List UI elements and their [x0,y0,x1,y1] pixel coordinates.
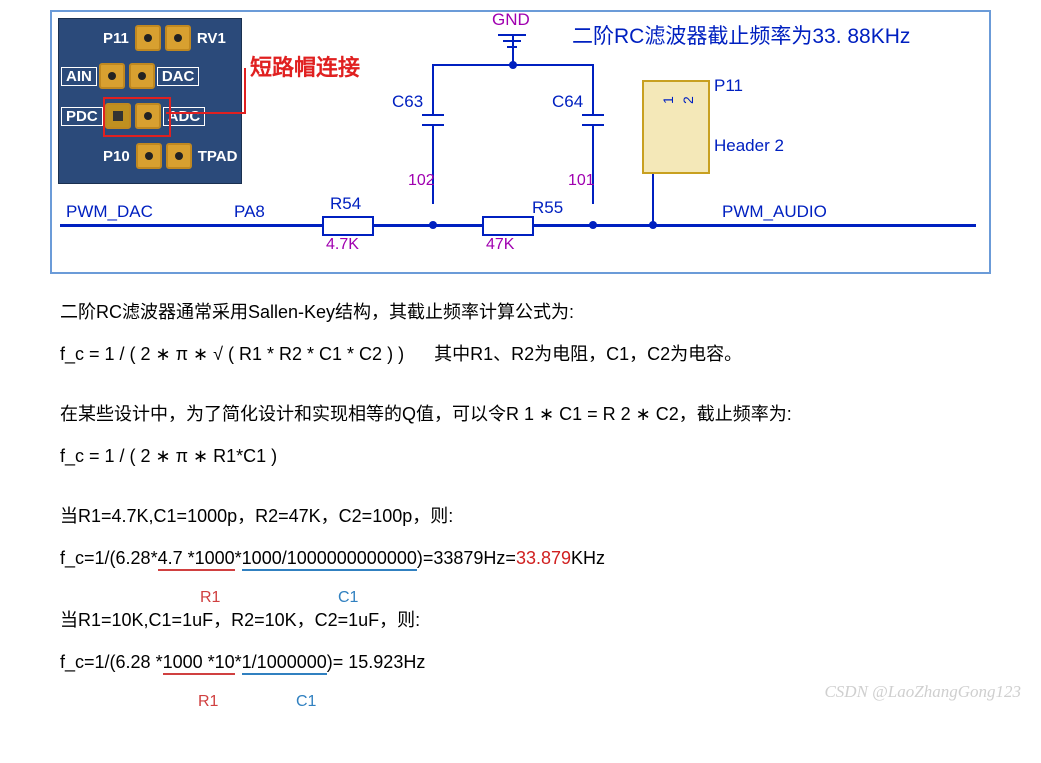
p11-label: P11 [714,76,743,96]
explanation-text: 二阶RC滤波器通常采用Sallen-Key结构，其截止频率计算公式为: f_c … [60,294,991,706]
para-5: 当R1=4.7K,C1=1000p，R2=47K，C2=100p，则: [60,498,991,534]
annotation-row-1: R1 C1 [60,582,991,602]
r54-label: R54 [330,194,361,214]
net-pwm-dac: PWM_DAC [66,202,153,222]
anno-r1: R1 [200,582,220,614]
jumper-icon [129,63,155,89]
header-p11 [642,80,710,174]
r55 [482,216,534,236]
para-1: 二阶RC滤波器通常采用Sallen-Key结构，其截止频率计算公式为: [60,294,991,330]
eq1-mid: * [235,548,242,568]
equation-2: f_c=1/(6.28 *1000 *10*1/1000000)= 15.923… [60,644,991,680]
formula-1: f_c = 1 / ( 2 ∗ π ∗ √ ( R1 * R2 * C1 * C… [60,336,991,372]
pcb-pdc: PDC [61,107,103,126]
pcb-p11: P11 [99,30,133,47]
callout-line [166,112,246,114]
eq1-post: )=33879Hz= [417,548,516,568]
jumper-icon [166,143,192,169]
jumper-icon [165,25,191,51]
cap-plate [422,114,444,116]
node [429,221,437,229]
eq2-post: )= 15.923Hz [327,652,426,672]
c64-value: 101 [568,172,595,190]
net-pwm-audio: PWM_AUDIO [722,202,827,222]
eq1-c1: 1000/1000000000000 [242,548,417,571]
anno-c1: C1 [338,582,358,614]
gnd-label: GND [492,10,530,30]
pin2: 2 [680,96,696,104]
jumper-icon [136,143,162,169]
eq1-unit: KHz [571,548,605,568]
r55-value: 47K [486,236,514,254]
r54 [322,216,374,236]
wire [592,64,594,114]
gnd-bar [503,40,521,42]
header2-label: Header 2 [714,136,784,156]
watermark: CSDN @LaoZhangGong123 [824,682,1021,702]
pin1: 1 [660,96,676,104]
wire [432,64,434,114]
eq2-c1: 1/1000000 [242,652,327,675]
c63-value: 102 [408,172,435,190]
wire [592,126,594,204]
eq1-r1: 4.7 *1000 [158,548,235,571]
pcb-dac: DAC [157,67,200,86]
anno-c1-2: C1 [296,686,316,718]
jumper-highlight [103,97,171,137]
node [509,61,517,69]
pcb-p10: P10 [99,148,134,165]
formula-1b: 其中R1、R2为电阻，C1，C2为电容。 [434,344,742,364]
jumper-icon [99,63,125,89]
pcb-rv1: RV1 [193,30,230,47]
gnd-bar [498,34,526,36]
c64-label: C64 [552,92,583,112]
formula-2: f_c = 1 / ( 2 ∗ π ∗ R1*C1 ) [60,438,991,474]
node [649,221,657,229]
node [589,221,597,229]
r55-label: R55 [532,198,563,218]
circuit-diagram: P11 RV1 AIN DAC PDC ADC P10 TPAD 短路帽连接 [50,10,991,274]
equation-1: f_c=1/(6.28*4.7 *1000*1000/1000000000000… [60,540,991,576]
pcb-panel: P11 RV1 AIN DAC PDC ADC P10 TPAD [58,18,242,184]
c63-label: C63 [392,92,423,112]
eq1-result: 33.879 [516,548,571,568]
pcb-tpad: TPAD [194,148,242,165]
callout-line [244,68,246,114]
gnd-wire [512,34,514,64]
jumper-callout: 短路帽连接 [250,50,360,82]
cap-plate [582,114,604,116]
para-3: 在某些设计中，为了简化设计和实现相等的Q值，可以令R 1 ∗ C1 = R 2 … [60,396,991,432]
formula-1a: f_c = 1 / ( 2 ∗ π ∗ √ ( R1 * R2 * C1 * C… [60,344,404,364]
wire [432,126,434,204]
eq2-pre: f_c=1/(6.28 * [60,652,163,672]
diagram-title: 二阶RC滤波器截止频率为33. 88KHz [572,20,910,50]
eq1-pre: f_c=1/(6.28* [60,548,158,568]
gnd-bar [507,46,517,48]
anno-r1-2: R1 [198,686,218,718]
eq2-mid: * [235,652,242,672]
pcb-ain: AIN [61,67,97,86]
eq2-r1: 1000 *10 [163,652,235,675]
r54-value: 4.7K [326,236,359,254]
jumper-icon [135,25,161,51]
pa8-label: PA8 [234,202,265,222]
